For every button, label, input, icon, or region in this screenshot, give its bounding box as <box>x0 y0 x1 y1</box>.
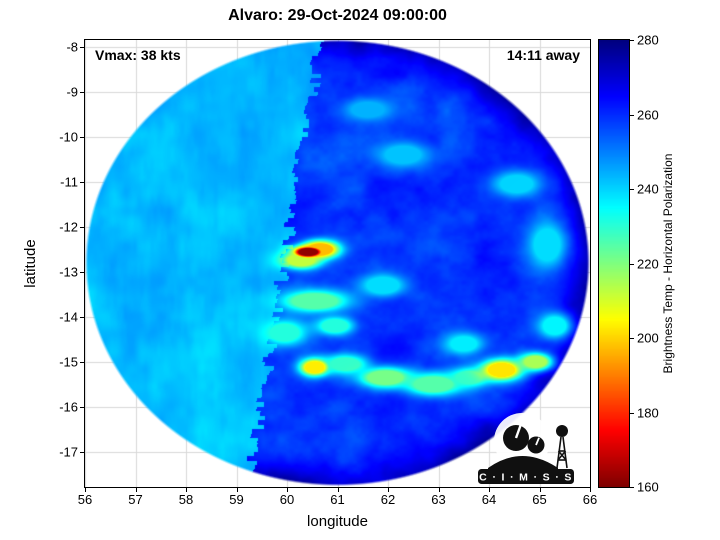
x-tick-label: 62 <box>380 492 396 507</box>
y-tick-mark <box>80 361 84 363</box>
x-tick-label: 65 <box>532 492 547 507</box>
dome-slit-large <box>514 425 522 439</box>
y-tick-mark <box>80 271 84 273</box>
colorbar-tick-label: 180 <box>637 405 659 420</box>
colorbar-tick-label: 200 <box>637 330 659 346</box>
colorbar-tick-label: 240 <box>637 181 659 197</box>
y-tick-label: -14 <box>59 309 78 325</box>
logo-banner <box>478 469 574 484</box>
eta-annotation: 14:11 away <box>506 47 580 63</box>
y-tick-mark <box>80 136 84 138</box>
y-axis-label: latitude <box>22 239 39 288</box>
y-tick-label: -16 <box>59 399 78 415</box>
colorbar-tick-label: 160 <box>637 479 659 495</box>
plot-area: Vmax: 38 kts 14:11 away C ∙ I ∙ M ∙ S ∙ … <box>84 39 591 488</box>
x-tick-label: 60 <box>279 492 295 507</box>
y-tick-mark <box>80 226 84 228</box>
x-tick-label: 64 <box>481 492 497 507</box>
vmax-annotation: Vmax: 38 kts <box>95 47 181 63</box>
tower-dish-icon <box>556 425 568 437</box>
colorbar-canvas <box>599 40 629 487</box>
y-tick-label: -11 <box>60 174 78 190</box>
y-tick-label: -13 <box>59 264 78 280</box>
y-tick-label: -8 <box>66 39 78 55</box>
y-tick-label: -10 <box>59 129 78 145</box>
x-tick-label: 57 <box>128 492 143 507</box>
colorbar-tick-label: 280 <box>637 32 659 48</box>
x-tick-mark <box>590 487 591 492</box>
x-tick-mark <box>135 487 137 492</box>
colorbar <box>598 39 630 488</box>
x-tick-label: 63 <box>431 492 446 507</box>
colorbar-tick-label: 260 <box>637 107 659 122</box>
x-tick-label: 61 <box>330 492 345 507</box>
x-tick-mark <box>287 487 288 492</box>
y-tick-label: -9 <box>66 84 78 100</box>
colorbar-tick-mark <box>630 412 634 414</box>
chart-title: Alvaro: 29-Oct-2024 09:00:00 <box>228 7 447 24</box>
x-tick-label: 56 <box>77 492 93 507</box>
x-tick-mark <box>236 487 238 492</box>
x-tick-mark <box>85 487 86 492</box>
colorbar-tick-mark <box>630 263 634 265</box>
logo-text: C ∙ I ∙ M ∙ S ∙ S <box>479 472 573 484</box>
colorbar-tick-mark <box>630 338 634 339</box>
y-tick-mark <box>80 316 84 318</box>
dome-slit-small <box>535 437 540 446</box>
x-axis-label: longitude <box>307 513 368 530</box>
heatmap-canvas <box>85 40 590 487</box>
x-tick-mark <box>337 487 339 492</box>
y-tick-mark <box>80 406 84 408</box>
colorbar-tick-mark <box>630 40 634 41</box>
colorbar-tick-label: 220 <box>637 256 659 271</box>
y-tick-label: -17 <box>59 444 78 460</box>
y-tick-mark <box>80 181 84 183</box>
x-tick-mark <box>539 487 541 492</box>
y-tick-label: -12 <box>59 219 78 235</box>
x-tick-label: 66 <box>582 492 598 507</box>
logo-hill <box>488 456 558 469</box>
x-tick-mark <box>438 487 440 492</box>
colorbar-tick-mark <box>630 114 634 116</box>
y-tick-label: -15 <box>59 354 78 370</box>
x-tick-mark <box>186 487 187 492</box>
radio-tower-icon <box>556 436 568 469</box>
y-tick-mark <box>80 91 84 93</box>
colorbar-tick-mark <box>630 487 634 488</box>
y-tick-mark <box>80 46 84 48</box>
colorbar-tick-mark <box>630 189 634 190</box>
colorbar-label: Brightness Temp - Horizontal Polarizatio… <box>661 153 675 374</box>
x-tick-label: 59 <box>229 492 244 507</box>
x-tick-mark <box>489 487 490 492</box>
cimss-logo: C ∙ I ∙ M ∙ S ∙ S <box>478 413 574 484</box>
x-tick-label: 58 <box>178 492 194 507</box>
y-tick-mark <box>80 451 84 453</box>
x-tick-mark <box>388 487 389 492</box>
